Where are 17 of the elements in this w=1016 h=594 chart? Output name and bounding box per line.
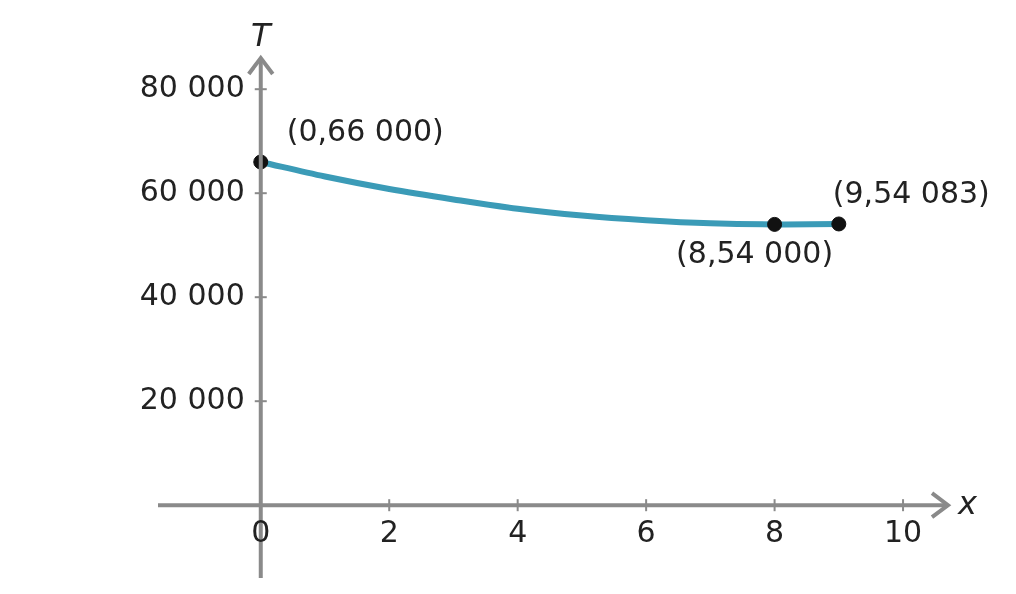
point [831,216,847,232]
y-axis-title: T [250,16,273,55]
annotation: (9,54 083) [832,174,990,210]
point [767,216,783,232]
x-tick-label: 4 [508,514,528,549]
x-tick-label: 6 [636,514,656,549]
x-tick-label: 8 [765,514,785,549]
x-tick-label: 2 [379,514,399,549]
y-tick-label: 60 000 [139,173,245,208]
x-tick-label: 0 [251,514,271,549]
annotation: (0,66 000) [286,112,444,148]
x-axis-title: x [957,483,978,522]
annotation: (8,54 000) [676,235,834,271]
y-tick-label: 20 000 [139,381,245,416]
x-tick-label: 10 [883,514,923,549]
y-tick-label: 40 000 [139,277,245,312]
y-tick-label: 80 000 [139,69,245,104]
